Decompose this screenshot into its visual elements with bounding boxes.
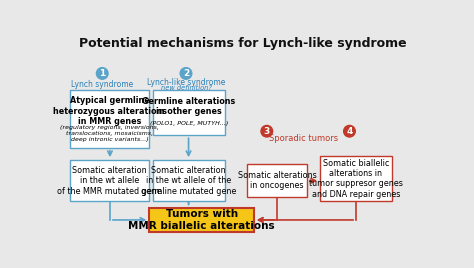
Text: Atypical germline
heterozygous alterations
in MMR genes: Atypical germline heterozygous alteratio… [53,96,167,126]
Text: Lynch syndrome: Lynch syndrome [71,80,133,89]
Text: new definition?: new definition? [161,85,211,91]
FancyBboxPatch shape [320,156,392,201]
Text: 1: 1 [99,69,105,78]
Text: Lynch-like syndrome: Lynch-like syndrome [147,78,225,87]
FancyBboxPatch shape [153,90,225,135]
Ellipse shape [261,125,273,137]
Text: Somatic biallelic
alterations in
tumor suppresor genes
and DNA repair genes: Somatic biallelic alterations in tumor s… [309,159,403,199]
Text: Tumors with
MMR biallelic alterations: Tumors with MMR biallelic alterations [128,209,275,231]
Text: (regulatory regions, inversions,
translocations, mosaicisms,
deep intronic varia: (regulatory regions, inversions, translo… [60,125,159,142]
FancyBboxPatch shape [70,90,149,148]
Text: (POLO1, POLE, MUTYH...): (POLO1, POLE, MUTYH...) [150,121,228,126]
FancyBboxPatch shape [246,164,307,197]
Ellipse shape [96,68,108,79]
FancyBboxPatch shape [70,160,149,201]
Text: Somatic alteration
in the wt allele
of the MMR mutated gene: Somatic alteration in the wt allele of t… [57,166,162,196]
FancyBboxPatch shape [153,160,225,201]
Ellipse shape [344,125,356,137]
Text: Somatic alterations
in oncogenes: Somatic alterations in oncogenes [237,171,316,191]
FancyBboxPatch shape [149,207,254,232]
Text: 3: 3 [264,127,270,136]
Ellipse shape [180,68,192,79]
Text: 4: 4 [346,127,353,136]
Text: Potential mechanisms for Lynch-like syndrome: Potential mechanisms for Lynch-like synd… [79,37,407,50]
Text: Sporadic tumors: Sporadic tumors [269,134,338,143]
Text: Somatic alteration
in the wt allele of the
germline mutated gene: Somatic alteration in the wt allele of t… [141,166,237,196]
Text: Germline alterations
in other genes: Germline alterations in other genes [142,97,236,116]
Text: 2: 2 [183,69,189,78]
